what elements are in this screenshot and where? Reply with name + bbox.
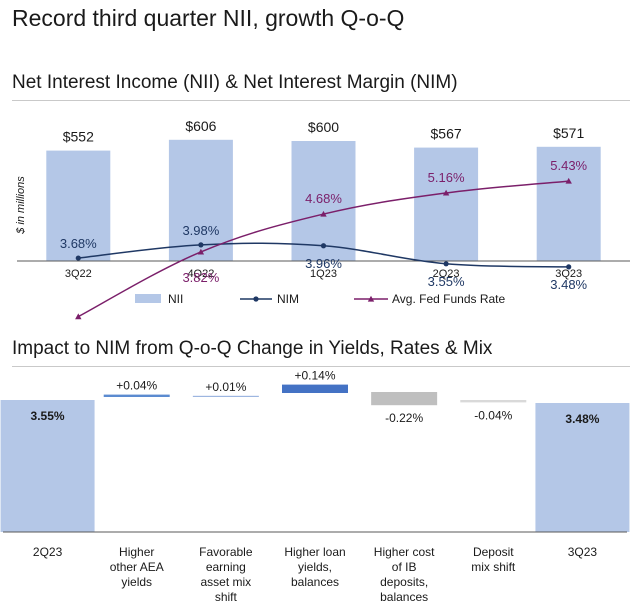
waterfall-category-label: earning	[206, 560, 246, 574]
nim-data-label: 3.68%	[60, 236, 97, 251]
nii-nim-chart: $552 $606 $600 $567 $571 3Q22 4Q22 1Q23 2Q23 3Q23…	[15, 118, 630, 320]
waterfall-category-label: yields	[121, 575, 152, 589]
nim-data-label: 3.55%	[428, 274, 465, 289]
nim-point	[443, 261, 449, 267]
legend-nii-label: NII	[168, 292, 183, 306]
nii-bar-3q22	[46, 150, 111, 261]
nim-point	[75, 255, 81, 261]
legend-fed-label: Avg. Fed Funds Rate	[392, 292, 506, 306]
waterfall-delta-bar	[460, 400, 527, 403]
waterfall-category-label: shift	[215, 590, 238, 604]
waterfall-category-label: Higher	[119, 545, 154, 559]
waterfall-total-label: 3.55%	[31, 409, 65, 423]
nii-bar-label: $552	[63, 129, 94, 145]
waterfall-delta-label: +0.04%	[116, 379, 157, 393]
nii-title-divider	[12, 100, 630, 101]
nii-category-label: 3Q23	[555, 268, 582, 280]
waterfall-category-label: Higher loan	[284, 545, 345, 559]
waterfall-category-label: balances	[291, 575, 339, 589]
waterfall-category-label: mix shift	[471, 560, 516, 574]
nii-bar-label: $600	[308, 119, 339, 135]
legend-nim-marker	[253, 296, 259, 302]
waterfall-category-label: of IB	[392, 560, 417, 574]
nii-bar-3q23	[536, 146, 601, 261]
waterfall-category-label: 3Q23	[568, 545, 598, 559]
nim-data-label: 3.96%	[305, 256, 342, 271]
fed-funds-data-label: 5.43%	[550, 158, 587, 173]
waterfall-category-label: 2Q23	[33, 545, 63, 559]
nii-category-label: 4Q22	[187, 268, 214, 280]
nim-point	[566, 264, 572, 270]
waterfall-chart-title: Impact to NIM from Q-o-Q Change in Yield…	[12, 338, 493, 359]
waterfall-total-label: 3.48%	[565, 412, 599, 426]
waterfall-category-label: Deposit	[473, 545, 514, 559]
fed-funds-point	[320, 210, 327, 217]
nii-bar-label: $606	[185, 118, 216, 134]
nii-bar-2q23	[414, 147, 479, 261]
waterfall-category-label: deposits,	[380, 575, 428, 589]
nim-data-label: 3.48%	[550, 277, 587, 292]
fed-funds-data-label: 3.82%	[182, 270, 219, 285]
waterfall-delta-bar	[282, 384, 348, 393]
nii-bar-label: $571	[553, 125, 584, 141]
nii-bar-1q23	[291, 141, 356, 261]
waterfall-delta-label: -0.22%	[385, 411, 423, 425]
waterfall-delta-bar	[371, 392, 438, 406]
fed-funds-point	[442, 189, 450, 196]
waterfall-delta-bar	[103, 394, 170, 397]
fed-funds-point	[197, 248, 205, 255]
fed-funds-data-label: 5.16%	[428, 170, 465, 185]
waterfall-delta-label: +0.14%	[294, 369, 335, 383]
waterfall-category-label: balances	[380, 590, 428, 604]
nii-category-label: 1Q23	[310, 268, 337, 280]
fed-funds-data-label: 4.68%	[305, 191, 342, 206]
nii-category-label: 2Q23	[433, 268, 460, 280]
waterfall-delta-bar	[192, 395, 259, 397]
waterfall-category-label: yields,	[298, 560, 332, 574]
nim-point	[320, 243, 327, 249]
legend-fed-marker	[367, 295, 375, 302]
waterfall-delta-label: +0.01%	[205, 380, 246, 394]
nii-bar-label: $567	[431, 126, 462, 142]
nim-data-label: 3.98%	[182, 223, 219, 238]
waterfall-category-label: Higher cost	[374, 545, 435, 559]
page-title: Record third quarter NII, growth Q-o-Q	[12, 5, 405, 31]
waterfall-category-label: asset mix	[201, 575, 252, 589]
waterfall-total-bar	[535, 403, 630, 532]
waterfall-total-bar	[0, 400, 95, 532]
fed-funds-point	[565, 177, 572, 184]
nii-category-label: 3Q22	[65, 268, 92, 280]
nii-y-axis-label: $ in millions	[15, 176, 27, 235]
nii-bar-4q22	[168, 139, 233, 261]
nii-chart-title: Net Interest Income (NII) & Net Interest…	[12, 72, 458, 93]
waterfall-title-divider	[12, 366, 630, 367]
legend-nii-swatch	[135, 294, 161, 303]
waterfall-category-label: Favorable	[199, 545, 253, 559]
legend-nim-label: NIM	[277, 292, 299, 306]
fed-funds-point	[75, 313, 82, 320]
waterfall-delta-label: -0.04%	[474, 408, 512, 422]
nim-point	[198, 242, 204, 248]
waterfall-category-label: other AEA	[110, 560, 164, 574]
